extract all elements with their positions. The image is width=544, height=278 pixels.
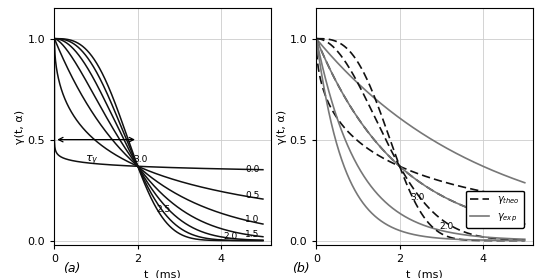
- Legend: $\gamma_{theo}$, $\gamma_{exp}$: $\gamma_{theo}$, $\gamma_{exp}$: [466, 190, 524, 228]
- Y-axis label: γ(t, α): γ(t, α): [277, 110, 287, 143]
- Text: 1.5: 1.5: [245, 230, 259, 239]
- Text: 1.0: 1.0: [492, 211, 506, 220]
- X-axis label: t  (ms): t (ms): [145, 269, 181, 278]
- Text: 2.0: 2.0: [440, 222, 454, 231]
- Text: 0.5: 0.5: [509, 192, 523, 201]
- X-axis label: t  (ms): t (ms): [406, 269, 443, 278]
- Text: 3.0: 3.0: [410, 193, 424, 202]
- Text: 0.0: 0.0: [245, 165, 259, 174]
- Text: 2.0: 2.0: [224, 232, 238, 241]
- Text: $\tau_\gamma$: $\tau_\gamma$: [85, 154, 99, 168]
- Text: (a): (a): [63, 262, 80, 275]
- Text: 2.5: 2.5: [157, 205, 171, 214]
- Text: 1.0: 1.0: [245, 215, 259, 224]
- Text: 3.0: 3.0: [134, 155, 148, 164]
- Text: (b): (b): [293, 262, 310, 275]
- Text: 0.5: 0.5: [245, 192, 259, 200]
- Y-axis label: γ(t, α): γ(t, α): [15, 110, 25, 143]
